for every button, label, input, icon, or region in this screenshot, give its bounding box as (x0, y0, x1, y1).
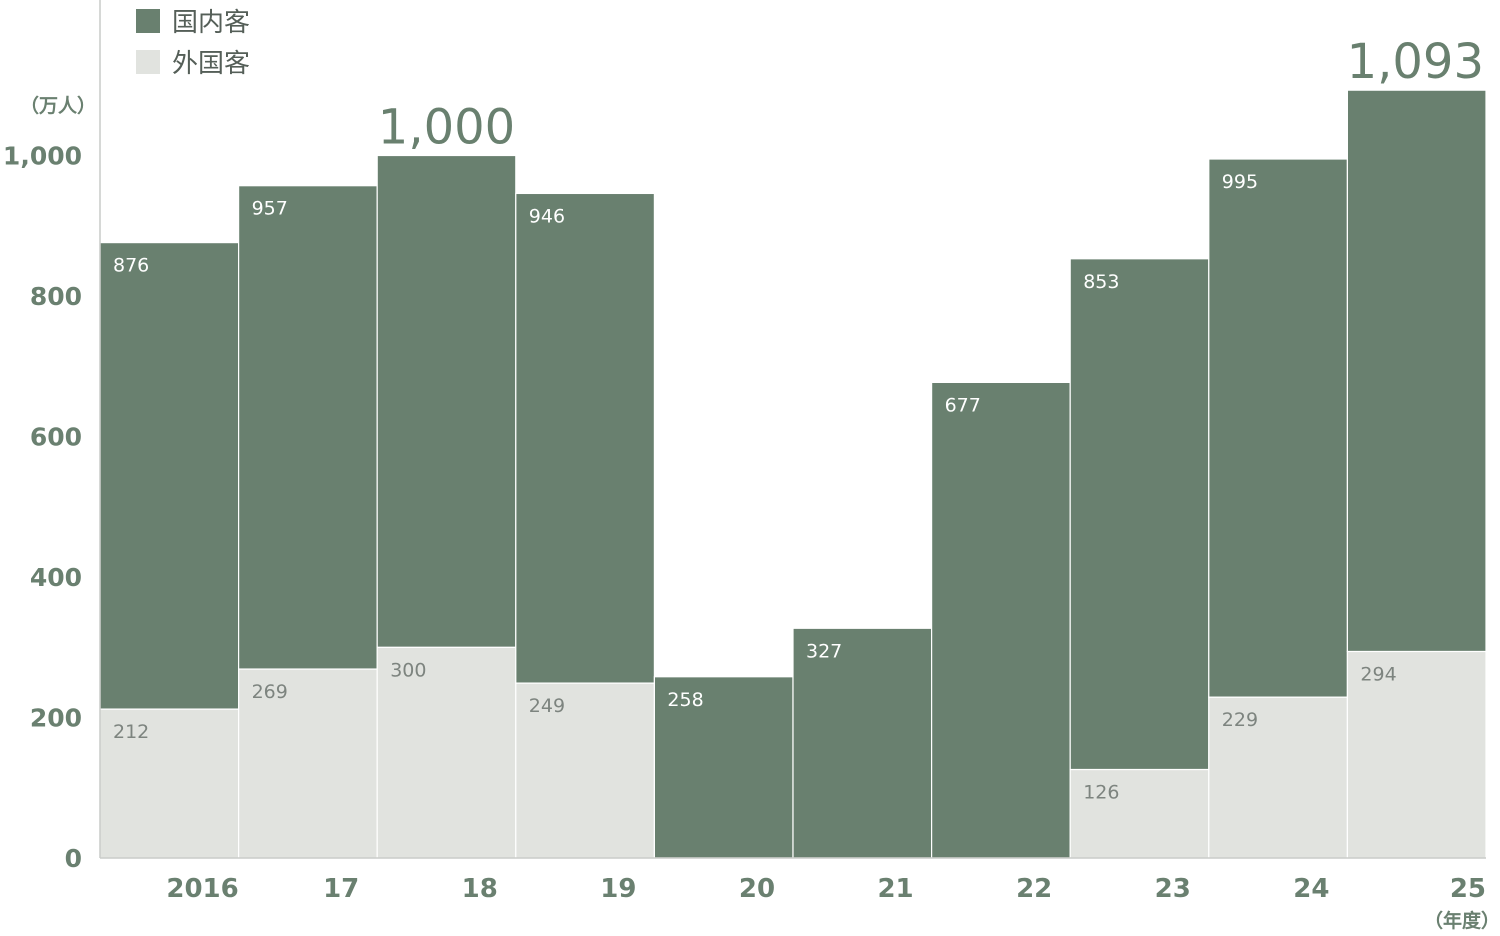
domestic-value-label: 258 (667, 689, 703, 711)
x-tick-label: 25 (1450, 874, 1486, 904)
domestic-value-label: 677 (945, 394, 981, 416)
bar-foreign (99, 708, 240, 859)
x-tick-label: 18 (462, 874, 498, 904)
bar-domestic (238, 185, 378, 670)
domestic-value-label: 876 (113, 255, 149, 277)
total-highlight-label: 1,000 (378, 100, 515, 156)
bar-domestic (930, 381, 1071, 859)
bar-domestic (99, 242, 240, 710)
bar-foreign (1346, 650, 1487, 859)
x-tick-label: 19 (600, 874, 636, 904)
foreign-value-label: 229 (1222, 709, 1258, 731)
total-highlight-label: 1,093 (1347, 34, 1484, 90)
x-tick-label: 23 (1155, 874, 1191, 904)
y-tick-label: 800 (30, 282, 82, 311)
x-tick-label: 20 (739, 874, 775, 904)
x-tick-label: 22 (1016, 874, 1052, 904)
domestic-value-label: 853 (1083, 271, 1119, 293)
bar-domestic (1346, 89, 1487, 653)
legend-label-foreign: 外国客 (172, 49, 251, 79)
bar-foreign (515, 682, 655, 859)
bar-domestic (1208, 158, 1349, 698)
foreign-swatch (136, 49, 160, 74)
domestic-value-label: 946 (529, 205, 565, 227)
x-tick-label: 2016 (166, 874, 238, 904)
y-tick-label: 400 (30, 563, 82, 592)
y-tick-label: 600 (30, 423, 82, 452)
foreign-value-label: 294 (1360, 663, 1396, 685)
legend-item-domestic: 国内客 (136, 2, 250, 39)
domestic-value-label: 957 (252, 198, 288, 220)
bar-domestic (653, 676, 794, 859)
y-tick-label: 1,000 (3, 142, 82, 171)
bar-domestic (376, 154, 517, 648)
x-tick-label: 24 (1293, 874, 1329, 904)
y-axis-unit: （万人） (20, 95, 97, 117)
bar-foreign (238, 668, 378, 859)
bar-domestic (515, 192, 655, 684)
domestic-value-label: 327 (806, 640, 842, 662)
x-tick-label: 17 (323, 874, 359, 904)
foreign-value-label: 249 (529, 695, 565, 717)
bar-foreign (376, 646, 517, 859)
domestic-value-label: 995 (1222, 171, 1258, 193)
legend-item-foreign: 外国客 (136, 43, 250, 80)
bar-domestic (1069, 258, 1210, 771)
foreign-value-label: 126 (1083, 781, 1119, 803)
legend-label-domestic: 国内客 (172, 8, 251, 38)
domestic-swatch (136, 8, 160, 33)
foreign-value-label: 300 (390, 659, 426, 681)
y-tick-label: 200 (30, 704, 82, 733)
bar-foreign (1069, 768, 1210, 859)
x-axis-unit: （年度） (1424, 910, 1500, 932)
foreign-value-label: 212 (113, 721, 149, 743)
x-tick-label: 21 (877, 874, 913, 904)
bar-domestic (792, 627, 933, 859)
y-tick-label: 0 (65, 844, 82, 873)
foreign-value-label: 269 (252, 681, 288, 703)
